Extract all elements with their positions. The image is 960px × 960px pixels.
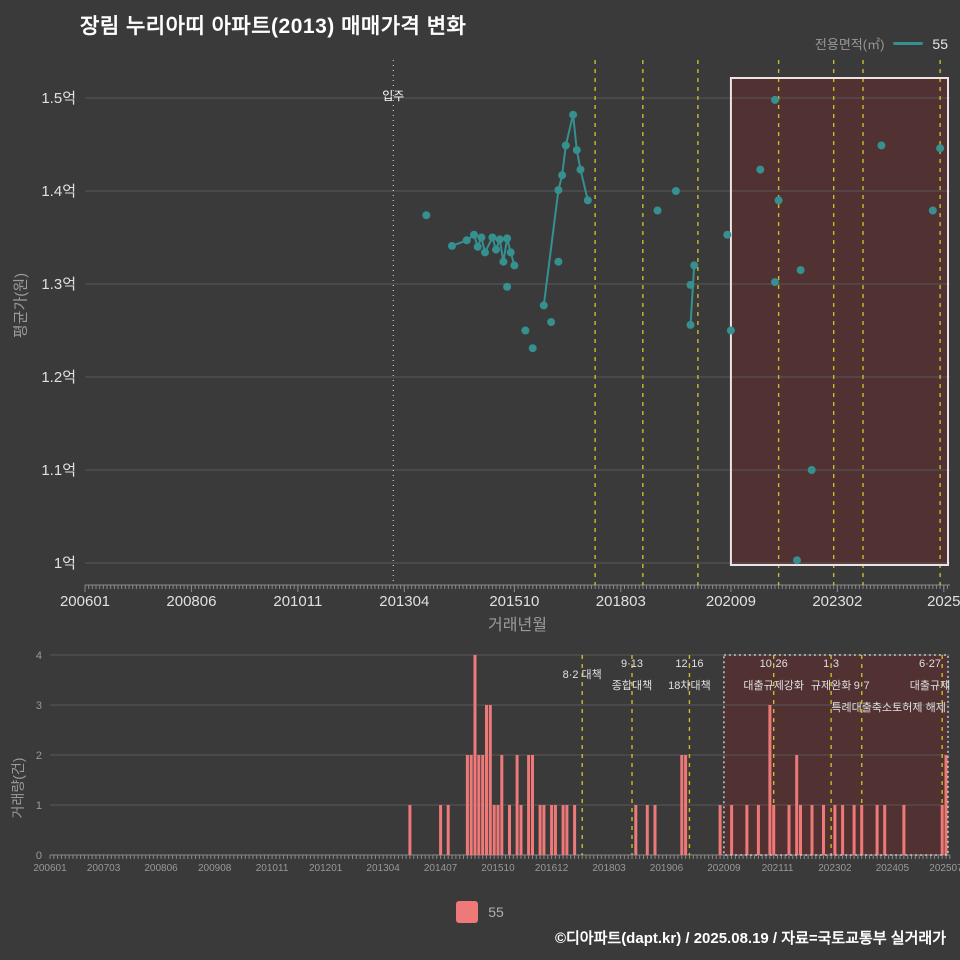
svg-text:9·7: 9·7 xyxy=(854,680,870,692)
move-in-line: 입주 xyxy=(382,60,404,585)
svg-text:201612: 201612 xyxy=(535,863,569,874)
svg-text:201011: 201011 xyxy=(273,593,322,610)
svg-text:2025: 2025 xyxy=(927,593,960,610)
series-line-swatch xyxy=(893,42,924,45)
svg-text:18차대책: 18차대책 xyxy=(668,679,711,692)
price-x-axis xyxy=(84,584,950,592)
svg-text:202302: 202302 xyxy=(818,863,852,874)
volume-xtick-labels: 200601 200703 200806 200908 201011 201201 2013… xyxy=(33,863,960,874)
svg-text:201304: 201304 xyxy=(379,593,429,610)
svg-text:1.1억: 1.1억 xyxy=(41,462,76,479)
svg-text:200601: 200601 xyxy=(33,863,67,874)
svg-text:4: 4 xyxy=(36,650,42,662)
volume-axis-label: 거래량(건) xyxy=(10,757,26,819)
svg-text:200601: 200601 xyxy=(60,593,110,610)
svg-text:201906: 201906 xyxy=(650,863,684,874)
svg-text:토허제 해제: 토허제 해제 xyxy=(892,700,946,714)
svg-text:201803: 201803 xyxy=(592,863,626,874)
price-points[interactable] xyxy=(422,95,945,565)
svg-text:대출규제: 대출규제 xyxy=(910,679,950,692)
volume-event-lines xyxy=(581,655,943,855)
svg-text:201510: 201510 xyxy=(489,593,539,610)
svg-text:3: 3 xyxy=(36,700,42,712)
volume-highlight-border xyxy=(723,654,949,856)
svg-text:특례대출축소: 특례대출축소 xyxy=(831,701,892,714)
top-legend[interactable]: 전용면적(㎡) 55 xyxy=(815,34,948,53)
svg-text:201407: 201407 xyxy=(424,863,458,874)
svg-text:200806: 200806 xyxy=(166,593,216,610)
price-event-lines xyxy=(594,60,941,585)
svg-text:201803: 201803 xyxy=(596,593,646,610)
svg-text:201304: 201304 xyxy=(366,863,400,874)
volume-ytick-labels: 0 1 2 3 4 xyxy=(36,650,42,862)
svg-text:202111: 202111 xyxy=(762,863,794,874)
svg-text:202405: 202405 xyxy=(876,863,910,874)
svg-text:202302: 202302 xyxy=(812,593,862,610)
top-legend-value: 55 xyxy=(932,35,948,52)
svg-text:1억: 1억 xyxy=(54,555,76,572)
svg-text:200806: 200806 xyxy=(144,863,178,874)
svg-text:8·2 대책: 8·2 대책 xyxy=(563,668,602,681)
svg-text:1·3: 1·3 xyxy=(823,658,839,670)
svg-text:201011: 201011 xyxy=(256,863,289,874)
bottom-legend-value: 55 xyxy=(488,904,504,920)
svg-text:200703: 200703 xyxy=(87,863,121,874)
svg-text:201510: 201510 xyxy=(481,863,515,874)
date-axis-label: 거래년월 xyxy=(488,617,547,634)
bottom-legend[interactable]: 55 xyxy=(0,901,960,923)
svg-text:종합대책: 종합대책 xyxy=(612,679,652,692)
price-axis-label: 평균가(원) xyxy=(12,272,30,339)
svg-text:201201: 201201 xyxy=(309,863,343,874)
svg-text:10·26: 10·26 xyxy=(760,658,788,670)
svg-text:202507: 202507 xyxy=(929,863,960,874)
svg-text:12·16: 12·16 xyxy=(675,658,703,670)
svg-text:1.4억: 1.4억 xyxy=(41,183,76,200)
svg-text:1.3억: 1.3억 xyxy=(41,276,76,293)
price-xtick-labels: 200601 200806 201011 201304 201510 201803 2020… xyxy=(60,593,960,610)
price-highlight-region xyxy=(730,78,948,565)
svg-text:9·13: 9·13 xyxy=(621,658,643,670)
svg-text:0: 0 xyxy=(36,850,42,862)
price-ytick-labels: 1억 1.1억 1.2억 1.3억 1.4억 1.5억 xyxy=(41,90,76,572)
svg-text:2: 2 xyxy=(36,750,42,762)
policy-annotations: 8·2 대책 9·13 종합대책 12·16 18차대책 10·26 대출규제강화 1·3 규제… xyxy=(563,658,951,714)
volume-x-axis xyxy=(49,854,951,859)
svg-text:대출규제강화: 대출규제강화 xyxy=(743,679,804,692)
svg-text:202009: 202009 xyxy=(707,863,741,874)
volume-bars[interactable] xyxy=(408,655,948,855)
svg-text:규제완화: 규제완화 xyxy=(811,679,851,692)
footer-credit: ©디아파트(dapt.kr) / 2025.08.19 / 자료=국토교통부 실… xyxy=(554,930,946,947)
svg-text:1: 1 xyxy=(36,800,42,812)
price-highlight-border xyxy=(729,77,949,566)
svg-text:200908: 200908 xyxy=(198,863,232,874)
series-swatch xyxy=(456,901,479,923)
page-title: 장림 누리아띠 아파트(2013) 매매가격 변화 xyxy=(80,15,467,38)
svg-text:입주: 입주 xyxy=(382,89,404,103)
top-legend-label: 전용면적(㎡) xyxy=(814,37,885,52)
svg-text:6·27: 6·27 xyxy=(919,658,941,670)
svg-text:1.2억: 1.2억 xyxy=(41,369,76,386)
price-grid xyxy=(85,97,950,564)
svg-text:202009: 202009 xyxy=(706,593,756,610)
price-line xyxy=(451,113,696,325)
svg-text:1.5억: 1.5억 xyxy=(41,90,76,107)
